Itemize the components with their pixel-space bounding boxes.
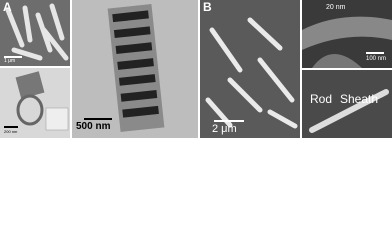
closeup-drawing: [302, 16, 392, 68]
rod-drawing: [309, 89, 389, 133]
wall-label: 20 nm: [326, 4, 346, 11]
ring-drawing: [15, 71, 69, 131]
scale-bar: [4, 126, 18, 128]
tem-single: 200 nm: [0, 68, 70, 138]
scale-label: 1 μm: [4, 58, 16, 64]
scale-label: 100 nm: [366, 56, 387, 62]
scale-bar: [84, 118, 112, 120]
sheath-label: Sheath: [340, 92, 379, 106]
scale-bar: [366, 52, 384, 54]
sem-tubes: A 1 μm: [0, 0, 70, 66]
tem-drawing: [107, 4, 165, 132]
panel-letter: A: [3, 0, 12, 14]
rod-sheath: Rod Sheath: [302, 70, 392, 138]
figure: A 1 μm 200 nm 500 nm: [0, 0, 392, 138]
scale-bar: [214, 120, 244, 122]
rod-label: Rod: [310, 92, 333, 106]
panel-letter: B: [203, 0, 212, 14]
scale-bar: [4, 56, 22, 58]
scale-label: 500 nm: [76, 121, 111, 132]
sem-closeup: 20 nm 100 nm: [302, 0, 392, 68]
tem-center: 500 nm: [72, 0, 198, 138]
tubes-drawing: [5, 3, 69, 61]
rods-drawing: [205, 17, 298, 129]
sem-rods: B 2 μm: [200, 0, 300, 138]
scale-label: 2 μm: [212, 123, 237, 135]
scale-label: 200 nm: [4, 129, 18, 134]
